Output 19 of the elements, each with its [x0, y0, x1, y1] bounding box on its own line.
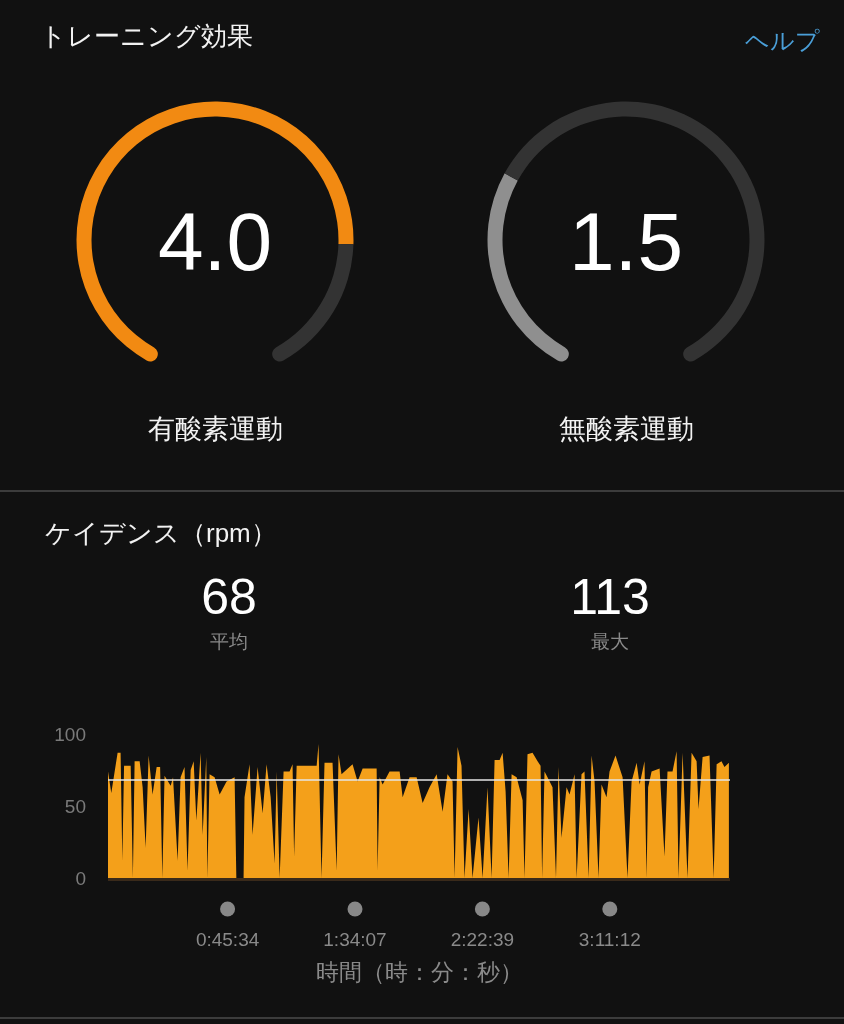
xlabel: 時間（時：分：秒）	[315, 959, 523, 985]
stat-label: 最大	[591, 631, 629, 652]
annotation: ヘルプ	[745, 27, 820, 54]
stat-value: 68	[201, 569, 257, 625]
xtick: 3:11:12	[578, 929, 641, 950]
ytick: 50	[64, 796, 86, 817]
ytick: 100	[54, 724, 86, 745]
gauge-value: 1.5	[569, 196, 683, 287]
xtick: 0:45:34	[195, 929, 260, 950]
stat-value: 113	[570, 569, 650, 625]
title: 無酸素運動	[558, 414, 694, 444]
ytick: 0	[75, 868, 86, 889]
stat-label: 平均	[210, 631, 248, 652]
title: トレーニング効果	[40, 21, 253, 51]
xtick: 2:22:39	[450, 929, 515, 950]
title: 有酸素運動	[147, 414, 283, 444]
xtick: 1:34:07	[323, 929, 387, 950]
gauge-value: 4.0	[158, 196, 272, 287]
title: ケイデンス（rpm）	[45, 518, 277, 548]
